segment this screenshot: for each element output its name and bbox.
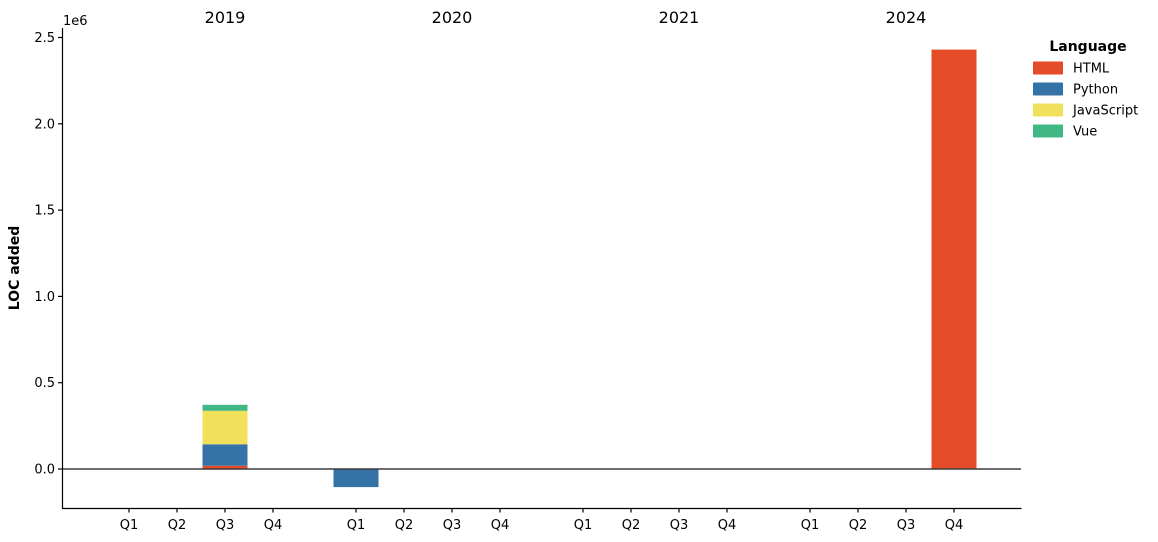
legend-label-javascript: JavaScript [1072,104,1138,119]
y-axis-offset-label: 1e6 [63,14,88,29]
y-tick-label: 0.0 [34,462,55,477]
x-tick-label-2019-Q2: Q2 [168,518,187,533]
x-tick-label-2019-Q4: Q4 [264,518,283,533]
legend-label-vue: Vue [1073,125,1097,140]
bar-segment-python-2019-Q3 [202,444,248,466]
legend-swatch-html [1033,61,1063,75]
x-tick-label-2021-Q1: Q1 [574,518,593,533]
x-tick-label-2024-Q2: Q2 [849,518,868,533]
bar-segment-vue-2019-Q3 [202,404,248,411]
bar-segment-html-2024-Q4 [931,49,977,469]
y-tick-label: 2.0 [34,117,55,132]
x-tick-label-2020-Q2: Q2 [395,518,414,533]
y-tick-label: 1.0 [34,290,55,305]
legend-swatch-javascript [1033,103,1063,117]
x-tick-label-2024-Q3: Q3 [897,518,916,533]
bar-segment-html-2019-Q3 [202,465,248,469]
x-tick-label-2020-Q1: Q1 [347,518,366,533]
legend-label-html: HTML [1073,62,1110,77]
y-axis-title: LOC added [7,226,23,310]
facet-year-label-2024: 2024 [886,8,927,27]
facet-year-label-2020: 2020 [432,8,473,27]
x-tick-label-2020-Q3: Q3 [443,518,462,533]
x-tick-label-2020-Q4: Q4 [491,518,510,533]
x-tick-label-2019-Q3: Q3 [216,518,235,533]
legend-title: Language [1049,39,1126,55]
x-tick-label-2019-Q1: Q1 [120,518,139,533]
facet-year-label-2019: 2019 [205,8,246,27]
legend-swatch-vue [1033,124,1063,138]
facet-year-label-2021: 2021 [659,8,700,27]
y-tick-label: 0.5 [34,376,55,391]
x-tick-label-2021-Q4: Q4 [718,518,737,533]
bar-segment-javascript-2019-Q3 [202,410,248,445]
y-tick-label: 2.5 [34,31,55,46]
x-tick-label-2024-Q4: Q4 [945,518,964,533]
legend-swatch-python [1033,82,1063,96]
legend-label-python: Python [1073,83,1118,98]
bar-segment-python-2020-Q1 [333,469,379,488]
y-tick-label: 1.5 [34,204,55,219]
x-tick-label-2021-Q3: Q3 [670,518,689,533]
x-tick-label-2021-Q2: Q2 [622,518,641,533]
x-tick-label-2024-Q1: Q1 [801,518,820,533]
